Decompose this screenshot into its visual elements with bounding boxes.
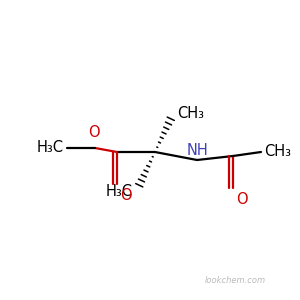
Text: CH₃: CH₃ [177, 106, 204, 121]
Text: NH: NH [187, 143, 209, 158]
Text: O: O [88, 125, 100, 140]
Text: lookchem.com: lookchem.com [204, 276, 266, 285]
Text: O: O [236, 192, 248, 207]
Text: CH₃: CH₃ [264, 143, 291, 158]
Text: H₃C: H₃C [37, 140, 64, 154]
Text: O: O [120, 188, 132, 203]
Text: H₃C: H₃C [106, 184, 133, 199]
